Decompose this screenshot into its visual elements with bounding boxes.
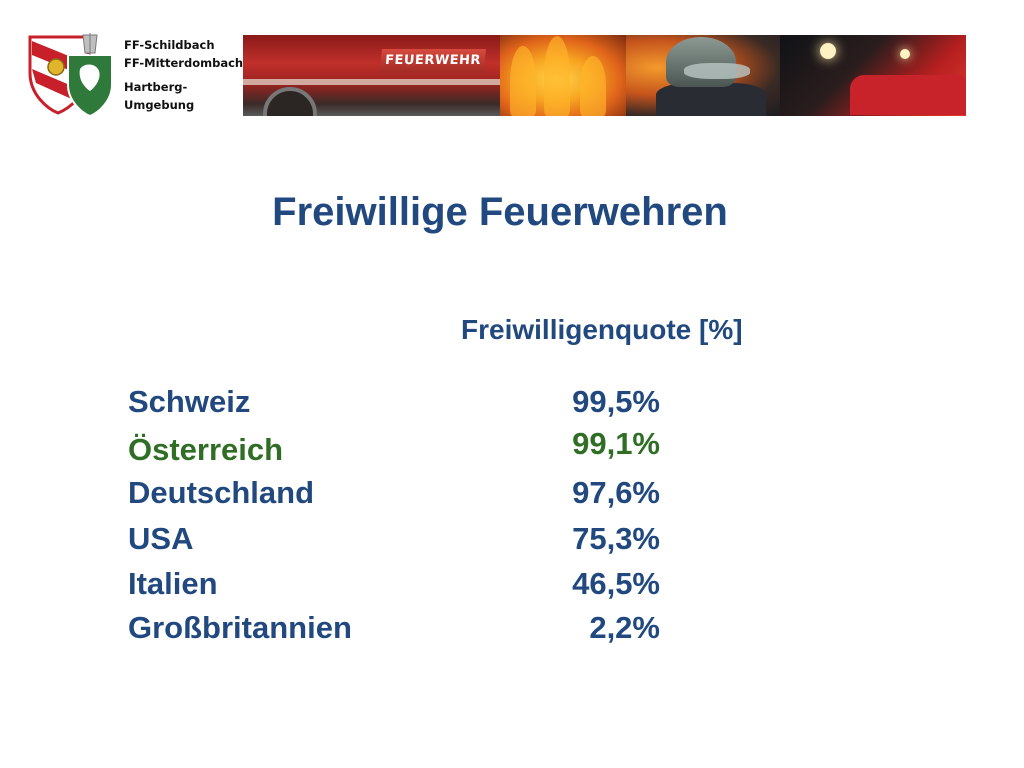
slide-title: Freiwillige Feuerwehren bbox=[272, 190, 728, 234]
table-row: Großbritannien 2,2% bbox=[0, 610, 1024, 650]
feuerwehr-sign: FEUERWEHR bbox=[380, 49, 486, 73]
table-row: USA 75,3% bbox=[0, 521, 1024, 561]
volunteer-quota-value: 75,3% bbox=[572, 521, 660, 556]
table-row: Schweiz 99,5% bbox=[0, 384, 1024, 424]
country-name: Österreich bbox=[128, 432, 284, 467]
org-line-3: Hartberg- bbox=[124, 80, 188, 94]
country-name: Italien bbox=[128, 566, 218, 601]
firefighter-helmet-photo bbox=[626, 35, 780, 116]
flames-photo bbox=[500, 35, 626, 116]
table-row: Deutschland 97,6% bbox=[0, 475, 1024, 515]
rescue-operation-photo bbox=[780, 35, 966, 116]
country-name: Schweiz bbox=[128, 384, 251, 419]
slide-header: FF-Schildbach FF-Mitterdombach Hartberg-… bbox=[0, 0, 1024, 130]
fire-truck-photo: FEUERWEHR bbox=[243, 35, 500, 116]
country-name: Deutschland bbox=[128, 475, 315, 510]
volunteer-quota-value: 99,5% bbox=[572, 384, 660, 419]
header-photo-banner: FEUERWEHR bbox=[243, 35, 966, 116]
volunteer-quota-value: 2,2% bbox=[589, 610, 660, 645]
org-line-1: FF-Schildbach bbox=[124, 38, 215, 52]
volunteer-quota-value: 99,1% bbox=[572, 426, 660, 461]
column-header: Freiwilligenquote [%] bbox=[461, 314, 743, 345]
volunteer-quota-value: 46,5% bbox=[572, 566, 660, 601]
country-name: USA bbox=[128, 521, 194, 556]
volunteer-quota-value: 97,6% bbox=[572, 475, 660, 510]
fire-brigade-crest-logo bbox=[28, 33, 113, 117]
table-row: Italien 46,5% bbox=[0, 566, 1024, 606]
country-name: Großbritannien bbox=[128, 610, 352, 645]
org-line-4: Umgebung bbox=[124, 98, 195, 112]
organization-name: FF-Schildbach FF-Mitterdombach Hartberg-… bbox=[124, 36, 243, 114]
table-row-highlighted: Österreich 99,1% bbox=[0, 426, 1024, 468]
org-line-2: FF-Mitterdombach bbox=[124, 56, 244, 70]
